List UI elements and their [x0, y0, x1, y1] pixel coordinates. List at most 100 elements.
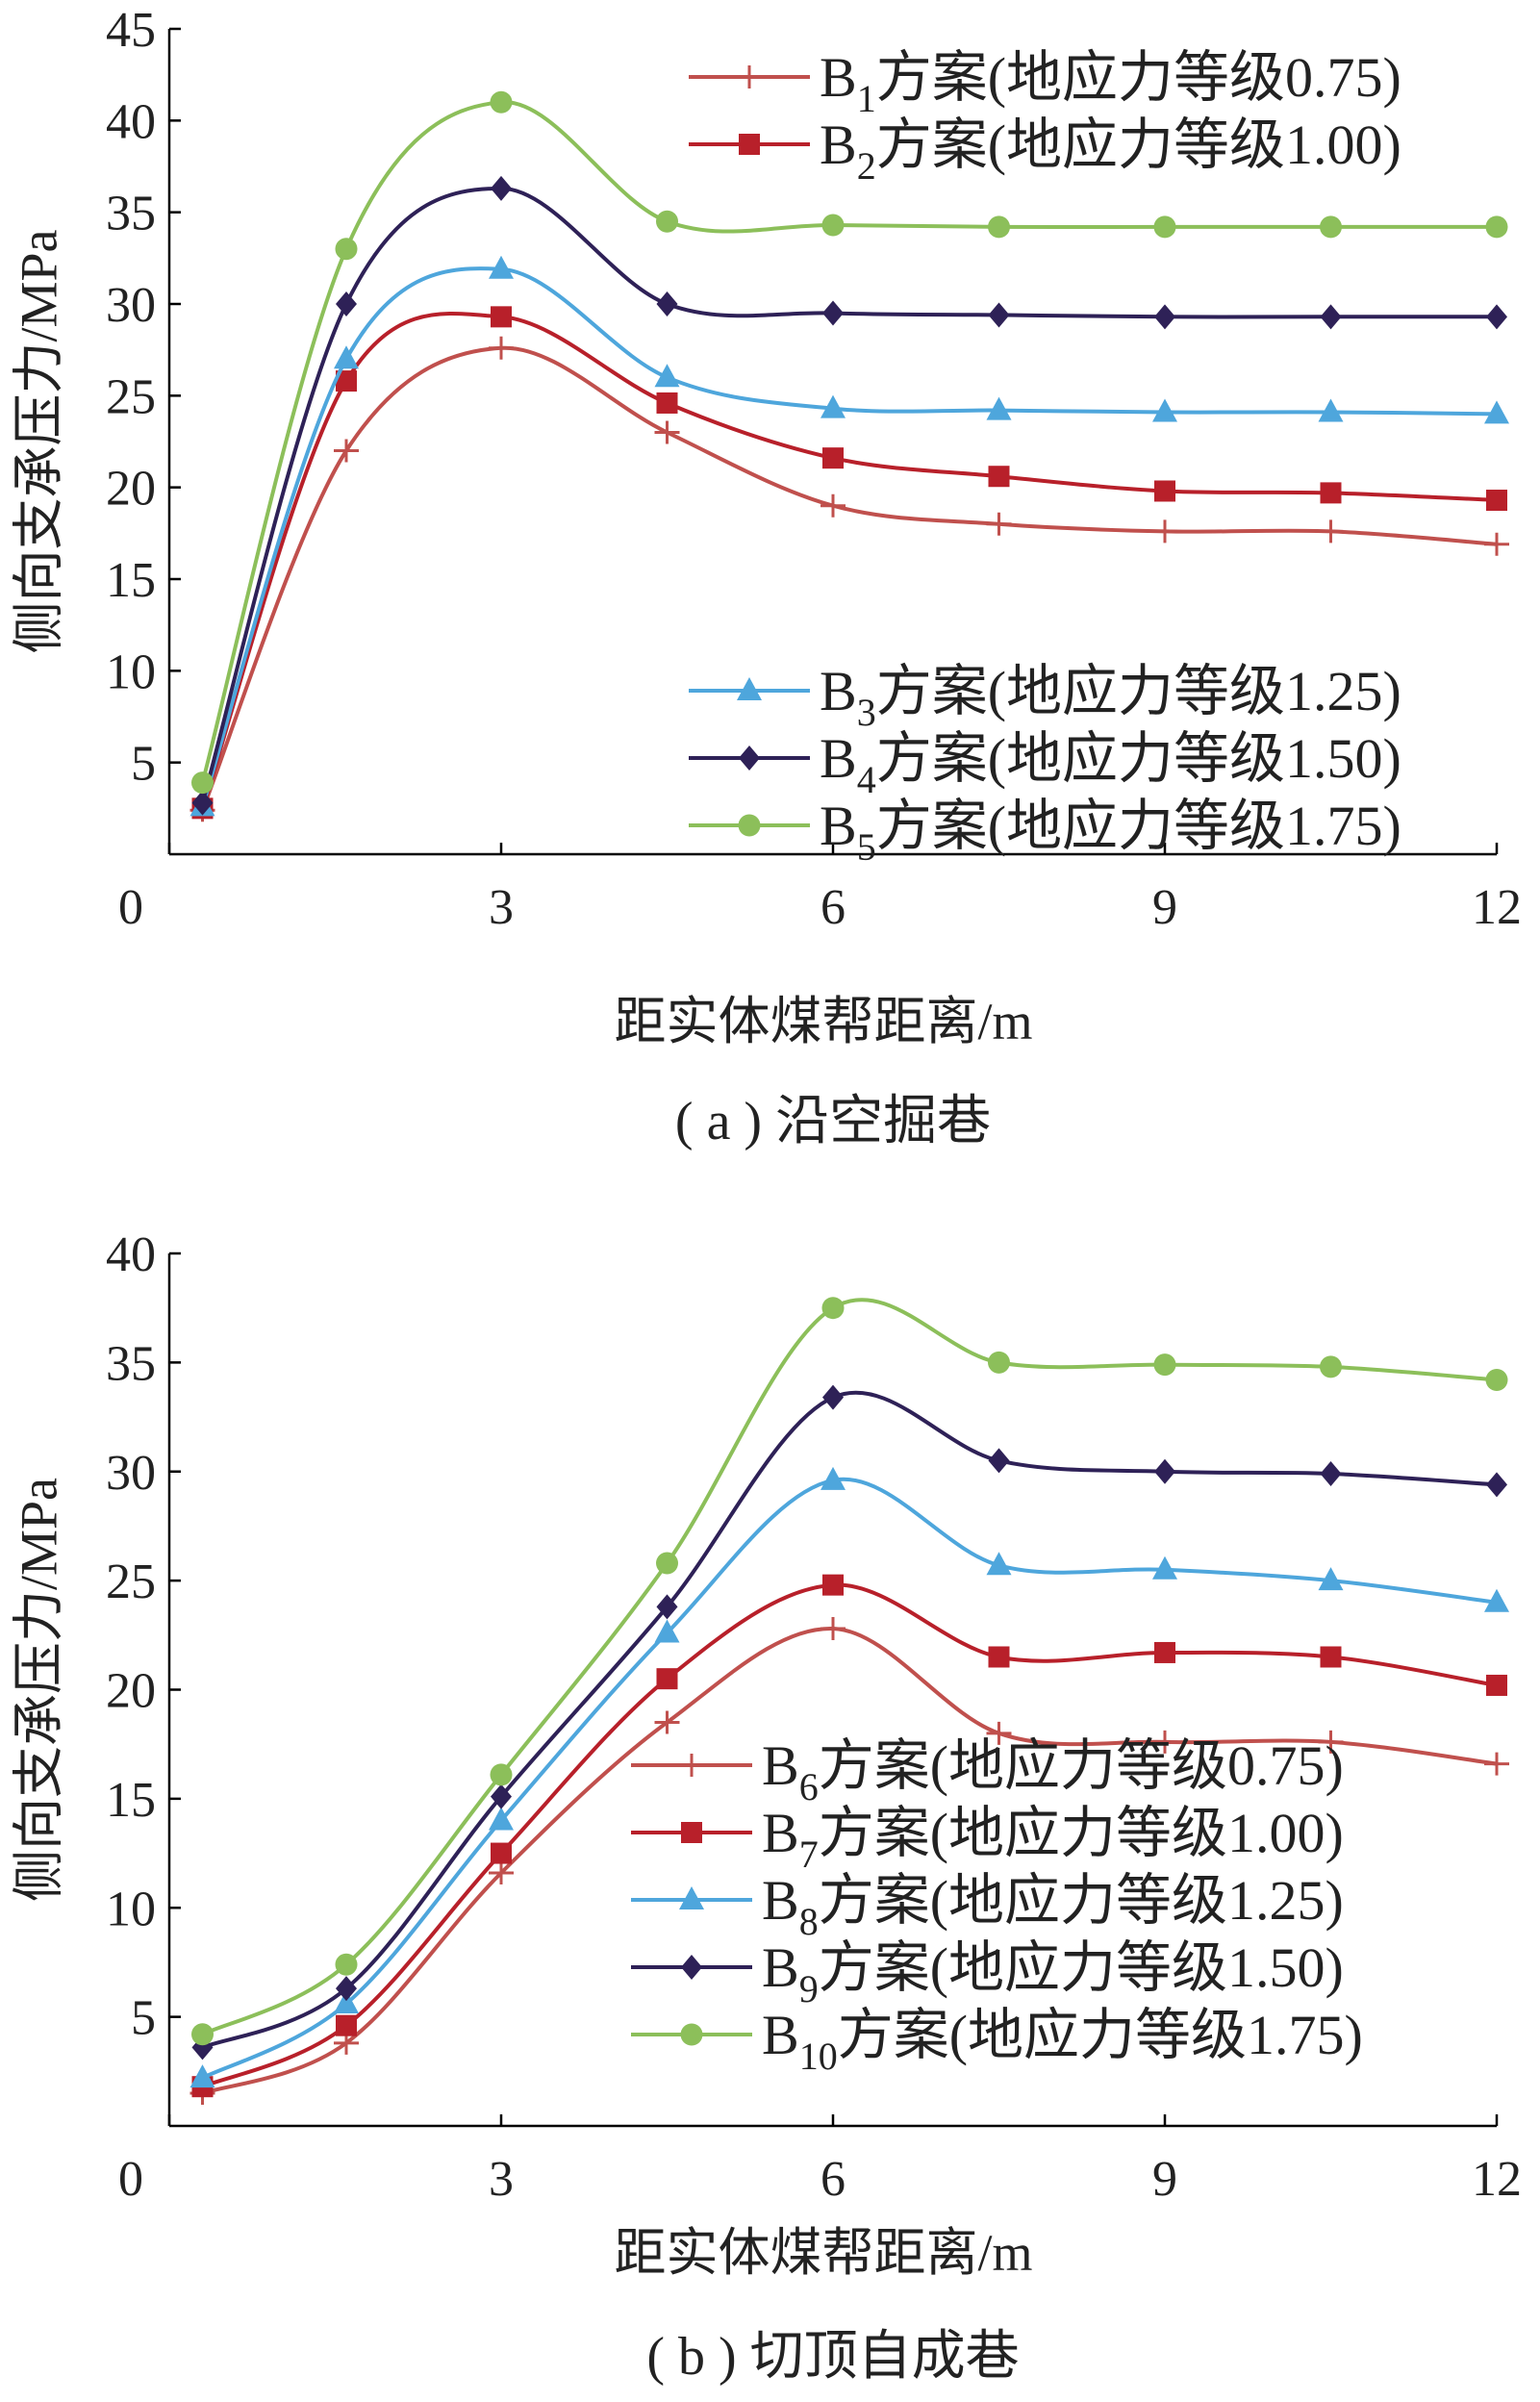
- data-point: [988, 215, 1010, 239]
- legend-item: B6方案(地应力等级0.75): [631, 1734, 1344, 1808]
- data-point: [1154, 1458, 1175, 1484]
- data-point: [489, 255, 514, 279]
- y-tick-label: 35: [106, 187, 156, 241]
- legend-item: B5方案(地应力等级1.75): [689, 795, 1401, 869]
- x-tick-label: 0: [118, 2152, 143, 2207]
- legend: B6方案(地应力等级0.75)B7方案(地应力等级1.00)B8方案(地应力等级…: [631, 1734, 1363, 2078]
- data-point: [1152, 1555, 1177, 1580]
- y-tick-label: 25: [106, 369, 156, 424]
- data-point: [1484, 532, 1509, 556]
- legend-item: B8方案(地应力等级1.25): [631, 1869, 1344, 1943]
- data-point: [820, 1466, 846, 1490]
- data-point: [1318, 398, 1344, 422]
- y-tick-label: 40: [106, 1227, 156, 1282]
- legend-swatch-marker: [737, 677, 762, 700]
- data-point: [489, 1860, 514, 1884]
- y-tick-label: 20: [106, 1664, 156, 1719]
- data-point: [335, 238, 358, 261]
- legend-swatch-marker: [681, 1955, 702, 1980]
- legend-swatch-marker: [738, 814, 761, 837]
- data-point: [821, 214, 845, 237]
- legend-label: B5方案(地应力等级1.75): [820, 795, 1401, 869]
- chart-caption: ( a ) 沿空掘巷: [675, 1092, 991, 1151]
- legend-label: B6方案(地应力等级0.75): [762, 1734, 1344, 1808]
- legend-swatch-marker: [737, 65, 762, 88]
- data-point: [336, 370, 357, 392]
- x-tick-label: 12: [1472, 2152, 1522, 2207]
- legend-label: B4方案(地应力等级1.50): [820, 727, 1401, 801]
- legend-swatch-marker: [739, 134, 760, 155]
- series-1: [189, 1617, 1509, 2105]
- legend-label: B3方案(地应力等级1.25): [820, 660, 1401, 734]
- legend-swatch-marker: [739, 746, 760, 771]
- data-point: [654, 364, 680, 388]
- legend-item: B9方案(地应力等级1.50): [631, 1936, 1344, 2010]
- data-point: [1318, 519, 1344, 544]
- data-point: [1320, 1646, 1342, 1668]
- data-point: [822, 1384, 844, 1410]
- legend-label: B10方案(地应力等级1.75): [762, 2004, 1363, 2078]
- data-point: [656, 1552, 678, 1575]
- y-tick-label: 10: [106, 645, 156, 699]
- y-tick-label: 45: [106, 3, 156, 58]
- data-point: [986, 1552, 1012, 1576]
- data-point: [1320, 1355, 1342, 1378]
- y-tick-label: 20: [106, 462, 156, 517]
- chart-b: 5 10 15 20 25 30 35 40 0 3 6 9 12 距实体煤帮距离/m 侧向支承压力/MPa…: [10, 1227, 1522, 2387]
- data-point: [821, 1297, 845, 1320]
- data-point: [988, 466, 1010, 488]
- data-point: [822, 447, 844, 469]
- data-point: [656, 1594, 678, 1620]
- data-point: [988, 1646, 1010, 1668]
- legend-item: B4方案(地应力等级1.50): [689, 727, 1401, 801]
- x-axis-label: 距实体煤帮距离/m: [614, 993, 1032, 1050]
- data-point: [1484, 1588, 1509, 1612]
- legend-label: B7方案(地应力等级1.00): [762, 1802, 1344, 1876]
- series-4: [191, 175, 1507, 816]
- legend-swatch-marker: [679, 1886, 704, 1909]
- series-line: [200, 186, 1497, 804]
- series-2: [191, 306, 1507, 820]
- chart-a: 5 10 15 20 25 30 35 40 45 0 3 6 9 12 距实体煤帮距离/m 侧向支承压力/M…: [10, 3, 1522, 1151]
- series-line: [201, 1390, 1498, 2050]
- data-point: [334, 439, 359, 463]
- x-tick-label: 12: [1472, 880, 1522, 935]
- data-point: [1153, 215, 1176, 239]
- legend-label: B9方案(地应力等级1.50): [762, 1936, 1344, 2010]
- series-line: [201, 1298, 1498, 2036]
- legend-item: B2方案(地应力等级1.00): [689, 114, 1401, 188]
- y-tick-label: 10: [106, 1882, 156, 1936]
- data-point: [191, 771, 214, 795]
- data-point: [1153, 1353, 1176, 1377]
- data-point: [654, 420, 680, 444]
- legend-swatch-marker: [679, 1754, 704, 1777]
- data-point: [1486, 1674, 1507, 1696]
- series-2: [191, 1574, 1507, 2098]
- data-point: [1485, 1369, 1508, 1392]
- data-point: [1154, 1641, 1175, 1663]
- data-point: [988, 1351, 1010, 1374]
- data-point: [1484, 400, 1509, 424]
- y-tick-label: 40: [106, 94, 156, 149]
- data-point: [986, 396, 1012, 420]
- legend-item: B3方案(地应力等级1.25): [689, 660, 1401, 734]
- y-tick-label: 5: [131, 737, 156, 792]
- data-point: [656, 291, 678, 316]
- series-line: [201, 1477, 1498, 2080]
- y-tick-label: 30: [106, 278, 156, 333]
- y-axis-label: 侧向支承压力/MPa: [10, 1478, 67, 1902]
- data-point: [1318, 1730, 1344, 1754]
- data-point: [986, 512, 1012, 536]
- data-point: [491, 306, 512, 328]
- y-tick-label: 35: [106, 1336, 156, 1391]
- data-point: [820, 394, 846, 418]
- series-3: [189, 1466, 1509, 2088]
- data-point: [1152, 1730, 1177, 1754]
- data-point: [335, 1953, 358, 1976]
- data-point: [1152, 519, 1177, 544]
- y-axis-label: 侧向支承压力/MPa: [10, 229, 67, 653]
- data-point: [1486, 490, 1507, 512]
- data-point: [491, 1783, 512, 1809]
- y-tick-label: 15: [106, 553, 156, 608]
